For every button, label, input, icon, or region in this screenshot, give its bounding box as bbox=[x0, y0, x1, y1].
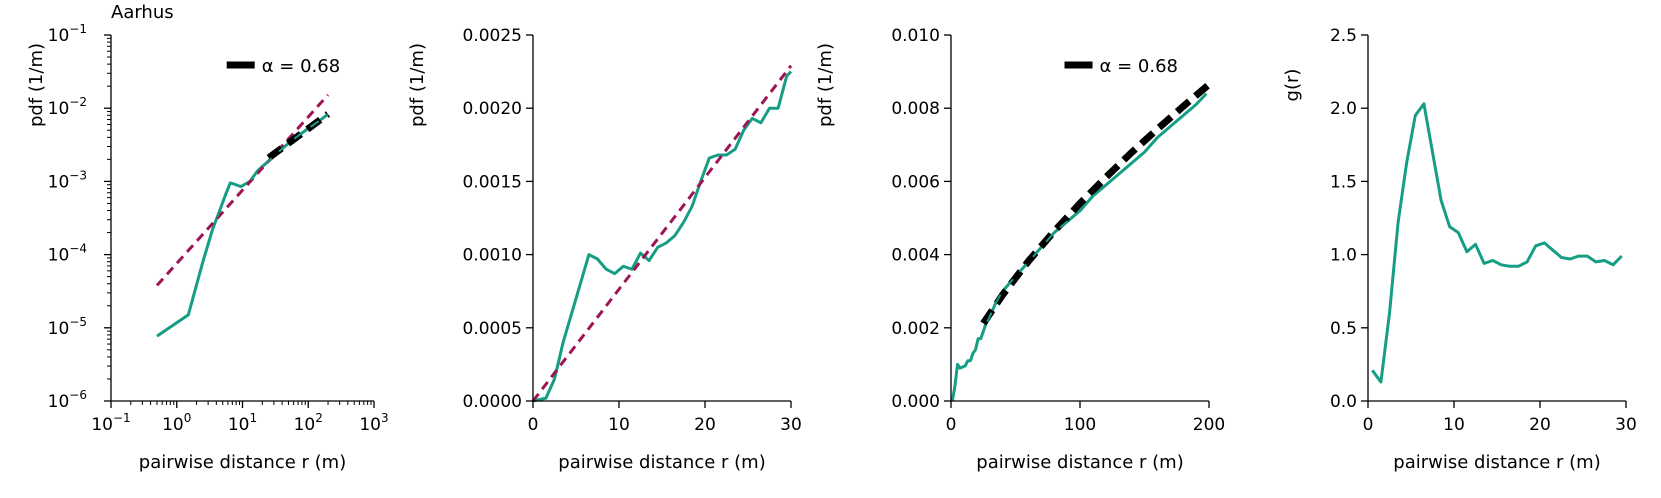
chart-panel-2: 0 10 20 30 0.0000 0.0005 0.0010 0.0015 0.0020 0.0… bbox=[407, 26, 802, 473]
series-line-empirical bbox=[950, 92, 1208, 402]
y-tick-label: 2.5 bbox=[1330, 26, 1357, 46]
plot-area bbox=[155, 93, 331, 338]
y-tick-label: 0.008 bbox=[891, 99, 940, 119]
x-tick-label: 10 bbox=[1443, 415, 1465, 435]
x-tick-label: 20 bbox=[1529, 415, 1551, 435]
y-tick-label: 0.004 bbox=[891, 246, 940, 266]
x-tick-label: 103 bbox=[359, 411, 388, 435]
x-tick-label: 10−1 bbox=[91, 411, 130, 435]
series-line-empirical bbox=[532, 70, 793, 403]
x-axis-label: pairwise distance r (m) bbox=[139, 452, 346, 473]
y-tick-label: 10−4 bbox=[48, 242, 87, 266]
x-tick-label: 0 bbox=[528, 415, 539, 435]
y-tick-label: 1.5 bbox=[1330, 172, 1357, 192]
y-tick-label: 0.0010 bbox=[463, 246, 522, 266]
x-tick-label: 102 bbox=[294, 411, 323, 435]
y-axis-label: pdf (1/m) bbox=[815, 43, 836, 127]
x-tick-label: 0 bbox=[1363, 415, 1374, 435]
y-tick-label: 0.0000 bbox=[463, 392, 522, 412]
plot-area bbox=[1371, 102, 1623, 384]
series-line-g-r- bbox=[1371, 102, 1623, 384]
x-tick-label: 200 bbox=[1193, 415, 1225, 435]
y-axis-label: pdf (1/m) bbox=[407, 43, 428, 127]
x-axis-label: pairwise distance r (m) bbox=[1393, 452, 1600, 473]
y-tick-label: 0.006 bbox=[891, 172, 940, 192]
series-line-linear-fit bbox=[531, 64, 793, 402]
y-axis-label: pdf (1/m) bbox=[26, 43, 47, 127]
series-line-empirical bbox=[156, 112, 329, 338]
x-tick-label: 10 bbox=[608, 415, 630, 435]
legend-label: α = 0.68 bbox=[1100, 56, 1178, 77]
y-tick-label: 0.002 bbox=[891, 319, 940, 339]
x-axis-label: pairwise distance r (m) bbox=[558, 452, 765, 473]
y-tick-label: 0.000 bbox=[891, 392, 940, 412]
y-tick-label: 10−5 bbox=[48, 315, 87, 339]
series-line-power-law bbox=[980, 81, 1212, 326]
y-tick-label: 0.0015 bbox=[463, 172, 522, 192]
y-tick-label: 0.010 bbox=[891, 26, 940, 46]
chart-panel-4: 0 10 20 30 0.0 0.5 1.0 1.5 2.0 2.5 pairwise distan… bbox=[1282, 26, 1637, 473]
plot-area bbox=[950, 81, 1212, 402]
y-tick-label: 0.5 bbox=[1330, 319, 1357, 339]
y-tick-label: 0.0025 bbox=[463, 26, 522, 46]
x-axis-label: pairwise distance r (m) bbox=[976, 452, 1183, 473]
y-tick-label: 0.0 bbox=[1330, 392, 1357, 412]
series-line-linear-fit bbox=[155, 93, 330, 287]
x-tick-label: 30 bbox=[780, 415, 802, 435]
series-line-overlay bbox=[156, 113, 329, 337]
y-tick-label: 0.0005 bbox=[463, 319, 522, 339]
y-axis-label: g(r) bbox=[1282, 69, 1303, 102]
plot-area bbox=[531, 64, 793, 403]
legend-label: α = 0.68 bbox=[262, 56, 340, 77]
series-line-overlay bbox=[951, 92, 1208, 402]
x-tick-label: 100 bbox=[1064, 415, 1096, 435]
x-tick-label: 101 bbox=[228, 411, 257, 435]
x-tick-label: 20 bbox=[694, 415, 716, 435]
y-tick-label: 0.0020 bbox=[463, 99, 522, 119]
chart-panel-1: 10−1 100 101 102 103 10−6 10−5 10−4 10−3 10−2 10−1… bbox=[26, 2, 389, 473]
y-tick-label: 10−1 bbox=[48, 22, 87, 46]
x-tick-label: 0 bbox=[946, 415, 957, 435]
y-tick-label: 2.0 bbox=[1330, 99, 1357, 119]
y-tick-label: 10−6 bbox=[48, 388, 87, 412]
chart-panel-3: 0 100 200 0.000 0.002 0.004 0.006 0.008 0.010 pai… bbox=[815, 26, 1225, 473]
y-tick-label: 1.0 bbox=[1330, 246, 1357, 266]
x-tick-label: 100 bbox=[162, 411, 191, 435]
y-tick-label: 10−2 bbox=[48, 95, 87, 119]
x-tick-label: 30 bbox=[1615, 415, 1637, 435]
y-tick-label: 10−3 bbox=[48, 168, 87, 192]
chart-title: Aarhus bbox=[111, 2, 174, 23]
